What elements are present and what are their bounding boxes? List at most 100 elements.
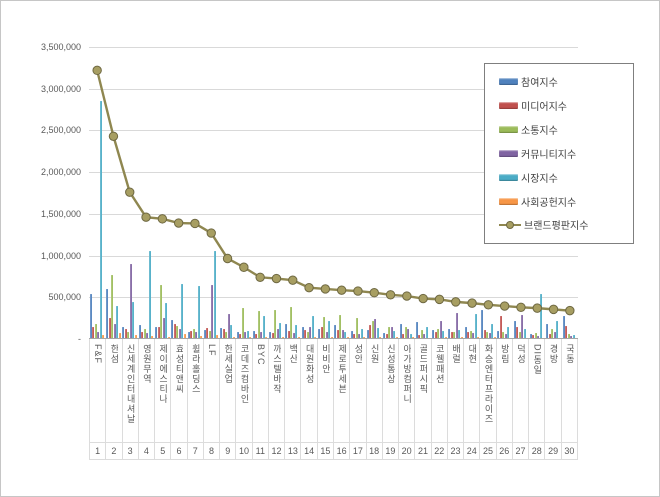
bar [279,323,282,339]
bar-group [301,47,317,339]
trend-line-marker [190,218,200,229]
category-rank: 21 [414,443,430,459]
category-label: DI동일 [532,344,542,375]
bar [155,327,158,339]
bar [539,293,542,339]
legend-item: 시장지수 [499,166,633,188]
gridline [89,172,578,174]
bar [420,329,423,339]
category-label: 비비안 [320,344,330,374]
y-axis-tick-label: 2,000,000 [40,167,81,178]
trend-line-marker [336,285,347,295]
bar [306,331,309,339]
bar [92,326,95,339]
category-label-cell: 대현 [463,339,479,442]
x-axis-line [89,338,578,339]
category-rank: 14 [300,443,316,459]
bar [269,332,272,339]
legend-bar-swatch-icon [499,126,518,134]
bar [432,329,435,339]
bar [450,332,453,339]
bar [534,333,537,339]
bar [407,329,410,339]
trend-line-marker [239,262,249,272]
bar [415,321,418,339]
bar [518,331,521,339]
trend-line-marker [467,298,477,308]
bar [474,313,477,339]
bar [567,334,570,339]
legend-label: 시장지수 [521,173,558,185]
gridline [89,297,578,299]
bar [497,330,500,339]
bar-group [415,47,431,339]
trend-line-marker [288,275,298,285]
bar [213,251,216,339]
bar [143,329,146,339]
trend-line-marker [255,272,265,282]
legend-item: 참여지수 [499,71,633,93]
bar [281,336,284,339]
category-label-cell: 백산 [284,339,300,442]
bar [122,326,125,339]
trend-line-marker [157,214,168,224]
bar [118,333,121,339]
bar [374,318,377,339]
bar [276,329,279,339]
bar [448,329,451,339]
bar [102,334,105,339]
bar [366,329,369,339]
bar [521,315,524,339]
category-rank: 9 [219,443,235,459]
category-rank: 4 [137,443,154,459]
bar [287,330,290,339]
category-label-cell: 한섬 [105,339,121,442]
bar [483,329,486,339]
bar-group [268,47,284,339]
bar [434,331,437,339]
bar [323,317,326,339]
bar [325,331,328,339]
category-label: 백산 [288,344,298,364]
bar [399,324,402,339]
trend-line-marker [304,282,314,293]
trend-line-marker [222,253,233,264]
category-rank: 16 [332,443,349,459]
category-label-cell: 신성통상 [381,339,398,442]
bar [197,285,200,339]
bar [297,336,300,339]
category-rank: 5 [154,443,170,459]
bar [225,331,228,339]
category-label: 한섬 [109,344,119,364]
bar [236,331,239,339]
bar [241,308,244,339]
trend-line-marker [565,305,575,316]
bar [467,331,470,339]
bar [344,332,347,339]
bar [385,334,388,339]
bar [190,330,193,339]
category-label: 경방 [548,344,558,364]
trend-line-marker [125,187,135,197]
bar-group [448,47,464,339]
legend-label: 커뮤니티지수 [521,149,577,161]
category-label-cell: F&F [89,339,105,442]
bar [132,302,135,339]
category-label: 효성티앤씨 [174,344,184,394]
bar [379,336,382,339]
bar [486,331,489,339]
category-label: 코데즈컴바인 [239,344,249,404]
category-rank: 11 [251,443,268,459]
category-label-cell: 영원무역 [137,339,154,442]
bar-group [187,47,203,339]
bar [295,324,298,339]
bar [239,334,242,339]
bar [341,329,344,339]
bar [89,293,92,339]
trend-line-marker [206,228,216,238]
bar [148,250,151,339]
bar [548,334,551,339]
bar [488,333,491,339]
category-label-cell: 덕성 [511,339,528,442]
